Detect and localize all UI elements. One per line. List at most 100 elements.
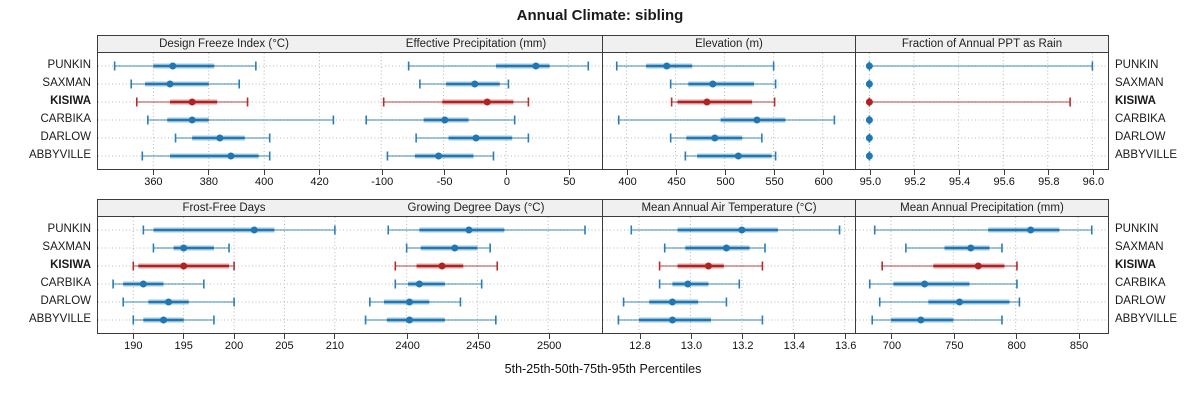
axis-tick-label: 600 [814,176,833,188]
panel-axis-dfi: 360 380 400 420 [98,170,350,193]
panel-gdd: Growing Degree Days (°C) 2400 2450 2500 [350,199,603,357]
axis-tick [548,334,550,339]
site-label-darlow: DARLOW [40,131,91,143]
median-dot [917,316,925,324]
axis-tick [263,170,265,175]
median-dot [441,116,449,124]
axis-tick-label: 0 [503,176,510,188]
site-label-carbika: CARBIKA [1115,113,1166,125]
median-dot [704,262,712,270]
panel-elev: Elevation (m) 400 450 500 550 600 [603,35,856,193]
axis-tick [823,170,825,175]
site-label-punkin: PUNKIN [47,223,91,235]
panel-fppt: Fraction of Annual PPT as Rain 95.0 95.2 95… [856,35,1109,193]
panel-plot-fppt [856,53,1108,169]
panel-box-ffd: Frost-Free Days [97,199,351,334]
axis-tick-label: 400 [618,176,637,188]
median-dot [169,62,177,70]
axis-tick-label: 380 [199,176,218,188]
median-dot [684,280,692,288]
median-dot [160,316,168,324]
median-dot [532,62,540,70]
panel-strip-dfi: Design Freeze Index (°C) [98,36,350,53]
median-dot [165,298,173,306]
panel-box-map: Mean Annual Precipitation (mm) [856,199,1109,334]
axis-tick [319,170,321,175]
panel-maat: Mean Annual Air Temperature (°C) 12.8 13.0… [603,199,856,357]
panel-strip-fppt: Fraction of Annual PPT as Rain [856,36,1108,53]
median-dot [483,98,491,106]
panel-map: Mean Annual Precipitation (mm) 700 750 800 8… [856,199,1109,357]
axis-tick-label: 13.2 [732,340,754,352]
median-dot [139,280,147,288]
axis-tick-label: 96.0 [1082,176,1105,188]
panel-plot-maat [603,217,855,333]
panel-plot-ep [350,53,602,169]
panel-plot-elev [603,53,855,169]
median-dot [1027,226,1035,234]
axis-tick [477,334,479,339]
figure-title: Annual Climate: sibling [516,7,684,24]
median-dot [865,152,873,160]
axis-tick-label: 95.0 [859,176,882,188]
axis-tick [742,334,744,339]
panel-strip-gdd: Growing Degree Days (°C) [350,200,602,217]
axis-tick-label: 700 [882,340,902,352]
axis-tick-label: 500 [716,176,735,188]
axis-tick-label: 360 [144,176,163,188]
panel-box-elev: Elevation (m) [603,35,856,170]
site-label-abbyville: ABBYVILLE [28,149,91,161]
axis-tick [959,170,961,175]
site-labels-left: PUNKIN SAXMAN KISIWA CARBIKA DARLOW ABBYVILLE [0,35,97,192]
axis-tick-label: 95.6 [993,176,1015,188]
axis-tick-label: 2450 [466,340,491,352]
axis-tick-label: 190 [124,340,143,352]
median-dot [709,80,717,88]
site-label-punkin: PUNKIN [47,59,91,71]
site-label-abbyville: ABBYVILLE [1115,313,1178,325]
site-label-kisiwa: KISIWA [1115,95,1156,107]
axis-tick [1003,170,1005,175]
median-dot [435,152,443,160]
site-label-saxman: SAXMAN [42,77,91,89]
axis-tick [953,334,955,339]
median-dot [415,280,423,288]
axis-tick-label: 400 [254,176,274,188]
axis-tick-label: -100 [371,176,394,188]
axis-tick [1078,334,1080,339]
axis-tick [152,170,154,175]
axis-tick [891,334,893,339]
axis-tick-label: 750 [945,340,964,352]
panel-box-fppt: Fraction of Annual PPT as Rain [856,35,1109,170]
site-labels-left: PUNKIN SAXMAN KISIWA CARBIKA DARLOW ABBYVILLE [0,199,97,356]
site-label-punkin: PUNKIN [1115,223,1159,235]
site-label-punkin: PUNKIN [1115,59,1159,71]
axis-tick [283,334,285,339]
panel-grid: PUNKIN SAXMAN KISIWA CARBIKA DARLOW ABBYVILLE… [0,35,1200,357]
site-label-kisiwa: KISIWA [50,95,91,107]
axis-tick-label: 200 [224,340,244,352]
median-dot [663,62,671,70]
panel-box-gdd: Growing Degree Days (°C) [350,199,603,334]
trellis-row: PUNKIN SAXMAN KISIWA CARBIKA DARLOW ABBYVILLE… [0,199,1200,357]
axis-tick-label: 550 [765,176,784,188]
median-dot [471,80,479,88]
site-label-abbyville: ABBYVILLE [28,313,91,325]
median-dot [865,98,873,106]
site-label-darlow: DARLOW [40,295,91,307]
axis-tick [914,170,916,175]
panel-plot-map [856,217,1108,333]
median-dot [188,116,196,124]
median-dot [865,116,873,124]
site-label-carbika: CARBIKA [1115,277,1166,289]
axis-tick [1048,170,1050,175]
axis-tick-label: 13.0 [680,340,703,352]
site-label-kisiwa: KISIWA [1115,259,1156,271]
axis-tick [725,170,727,175]
median-dot [703,98,711,106]
panel-axis-ffd: 190 195 200 205 210 [98,334,350,357]
median-dot [227,152,235,160]
site-label-carbika: CARBIKA [40,277,92,289]
axis-tick-label: 850 [1069,340,1089,352]
panel-axis-elev: 400 450 500 550 600 [604,170,856,193]
